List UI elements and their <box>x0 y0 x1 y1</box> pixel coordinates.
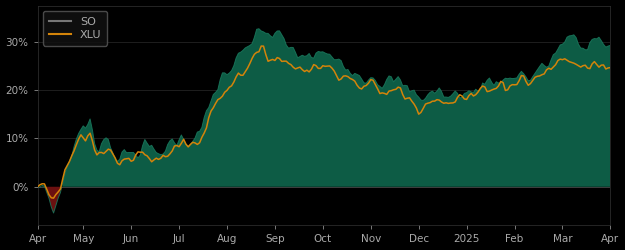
Legend: SO, XLU: SO, XLU <box>43 11 107 46</box>
